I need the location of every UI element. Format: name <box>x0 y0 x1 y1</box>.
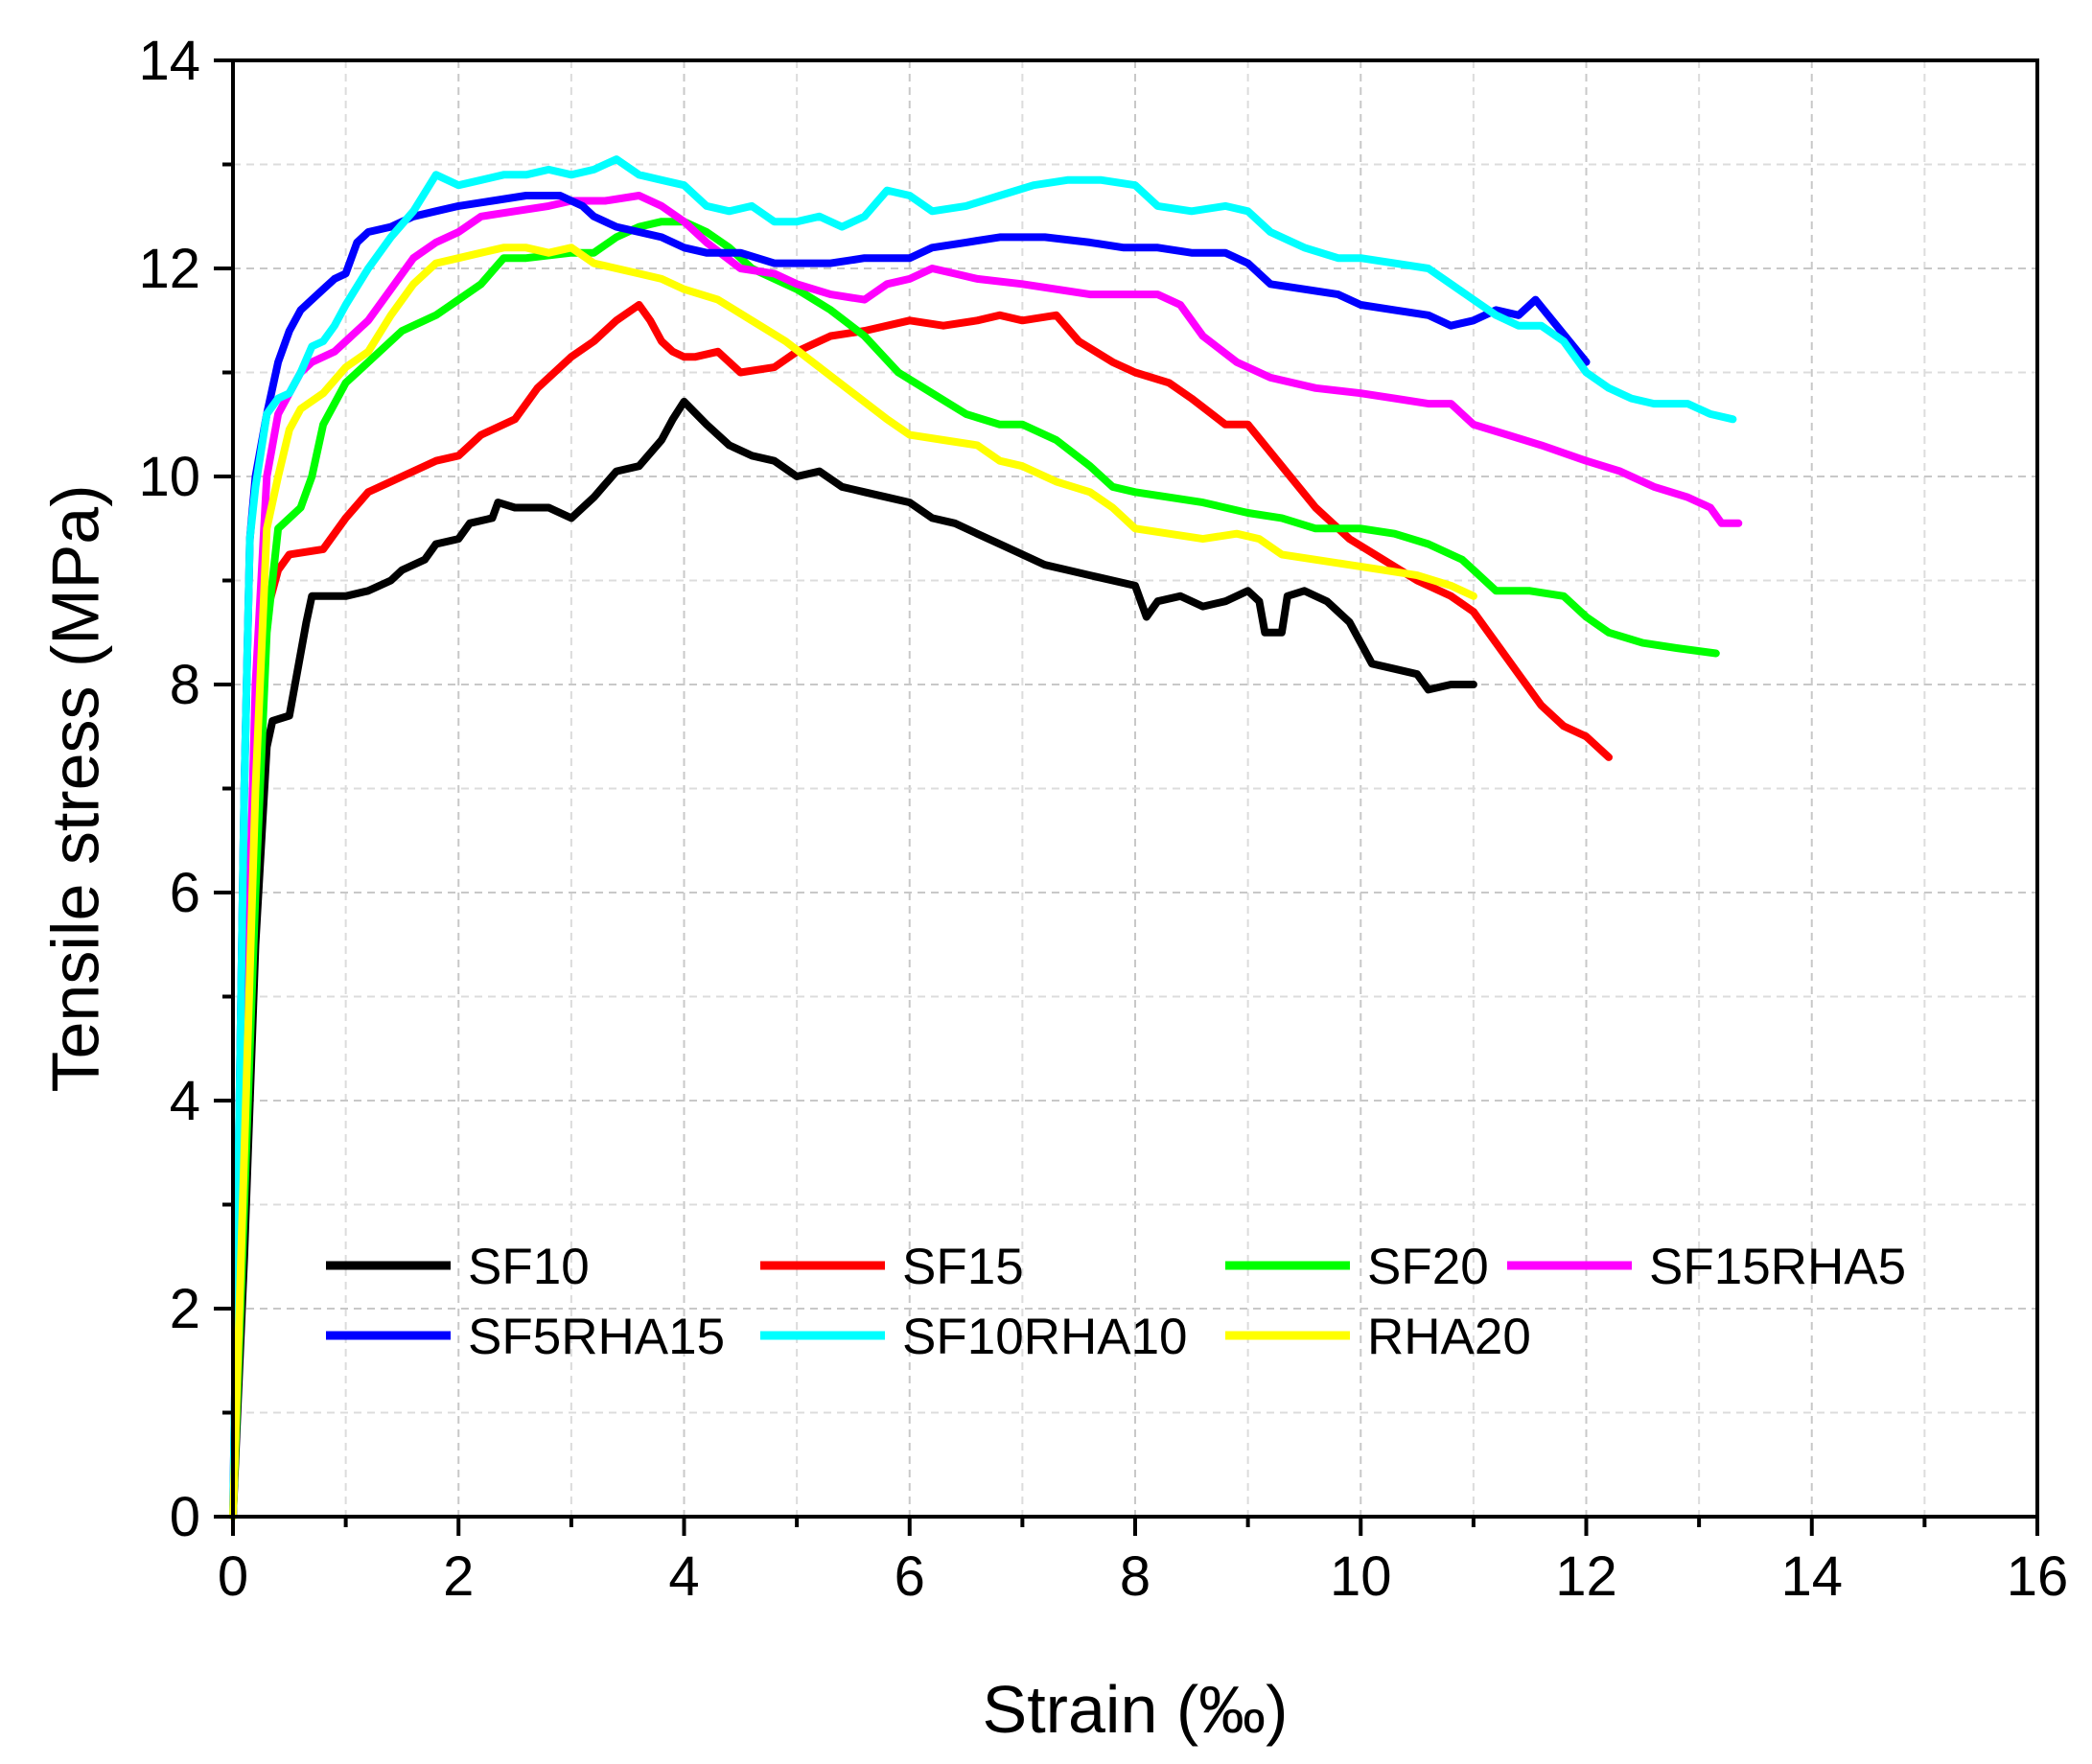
legend: SF10 SF15 SF20 SF15RHA5 SF5RHA15 SF10RHA10 RHA… <box>326 1239 1906 1365</box>
series-lines <box>229 155 1743 1520</box>
x-tick-label: 8 <box>1120 1545 1151 1608</box>
axis-ticks <box>214 58 2039 1536</box>
x-tick-label: 12 <box>1555 1545 1617 1608</box>
series-line-sf10 <box>229 397 1477 1520</box>
y-tick-label: 6 <box>170 862 200 924</box>
legend-label-sf10: SF10 <box>468 1239 590 1295</box>
y-tick-label: 2 <box>170 1278 200 1340</box>
x-tick-label: 16 <box>2007 1545 2069 1608</box>
series-line-sf5rha15 <box>229 192 1591 1520</box>
legend-label-sf15: SF15 <box>902 1239 1024 1295</box>
y-tick-label: 14 <box>138 30 200 92</box>
y-tick-label: 4 <box>170 1070 200 1132</box>
series-line-sf15 <box>229 301 1613 1520</box>
legend-label-rha20: RHA20 <box>1367 1309 1531 1365</box>
x-tick-label: 2 <box>443 1545 474 1608</box>
series-line-sf10rha10 <box>229 155 1737 1520</box>
series-line-sf15rha5 <box>229 192 1743 1520</box>
y-tick-label: 10 <box>138 446 200 508</box>
x-tick-label: 6 <box>895 1545 925 1608</box>
x-tick-label: 4 <box>668 1545 699 1608</box>
legend-label-sf10rha10: SF10RHA10 <box>902 1309 1188 1365</box>
y-tick-label: 8 <box>170 654 200 716</box>
x-tick-label: 10 <box>1330 1545 1392 1608</box>
legend-label-sf20: SF20 <box>1367 1239 1489 1295</box>
y-axis-title: Tensile stress (MPa) <box>37 484 112 1092</box>
x-tick-label: 14 <box>1780 1545 1843 1608</box>
x-tick-label: 0 <box>218 1545 248 1608</box>
x-axis-title: Strain (‰) <box>983 1672 1289 1747</box>
legend-label-sf5rha15: SF5RHA15 <box>468 1309 725 1365</box>
y-tick-label: 0 <box>170 1486 200 1548</box>
legend-label-sf15rha5: SF15RHA5 <box>1649 1239 1906 1295</box>
grid-lines <box>233 60 2037 1517</box>
axis-tick-labels: 0 2 4 6 8 10 12 14 16 0 2 4 6 8 10 12 14 <box>138 30 2068 1608</box>
series-line-sf20 <box>229 218 1720 1520</box>
series-line-rha20 <box>229 244 1477 1520</box>
y-tick-label: 12 <box>138 238 200 300</box>
